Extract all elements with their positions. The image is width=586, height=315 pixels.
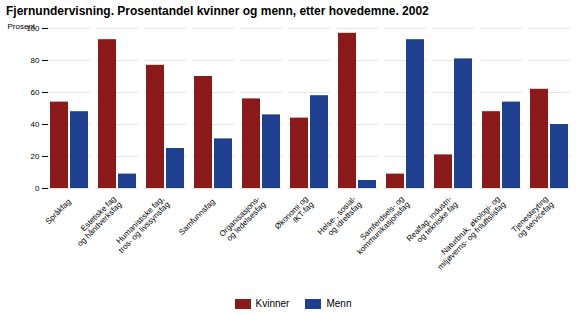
svg-text:60: 60 — [31, 88, 40, 97]
svg-text:Samferdsels- ogkommunikasjonsf: Samferdsels- ogkommunikasjonsfag — [350, 194, 412, 256]
svg-text:Organisasjons-og ledelsesfag: Organisasjons-og ledelsesfag — [217, 194, 267, 244]
svg-text:Samfunnsfag: Samfunnsfag — [177, 197, 217, 237]
svg-text:Helse-, sosial-og idrettsfag: Helse-, sosial-og idrettsfag — [316, 194, 364, 242]
svg-text:Tjenesteytingog servicefag: Tjenesteytingog servicefag — [510, 194, 556, 240]
svg-text:0: 0 — [35, 184, 40, 193]
svg-text:Økonomi ogIKT-fag: Økonomi ogIKT-fag — [273, 194, 316, 237]
svg-text:Humanistiske fag,tros- og livs: Humanistiske fag,tros- og livssynsfag — [111, 194, 171, 254]
svg-text:20: 20 — [31, 152, 40, 161]
svg-text:Prosent: Prosent — [8, 22, 36, 31]
svg-text:Språkfag: Språkfag — [44, 197, 73, 226]
svg-text:Naturbruk, økologi- ogmiljøver: Naturbruk, økologi- ogmiljøverns- og fri… — [430, 194, 507, 271]
svg-text:80: 80 — [31, 56, 40, 65]
svg-text:40: 40 — [31, 120, 40, 129]
